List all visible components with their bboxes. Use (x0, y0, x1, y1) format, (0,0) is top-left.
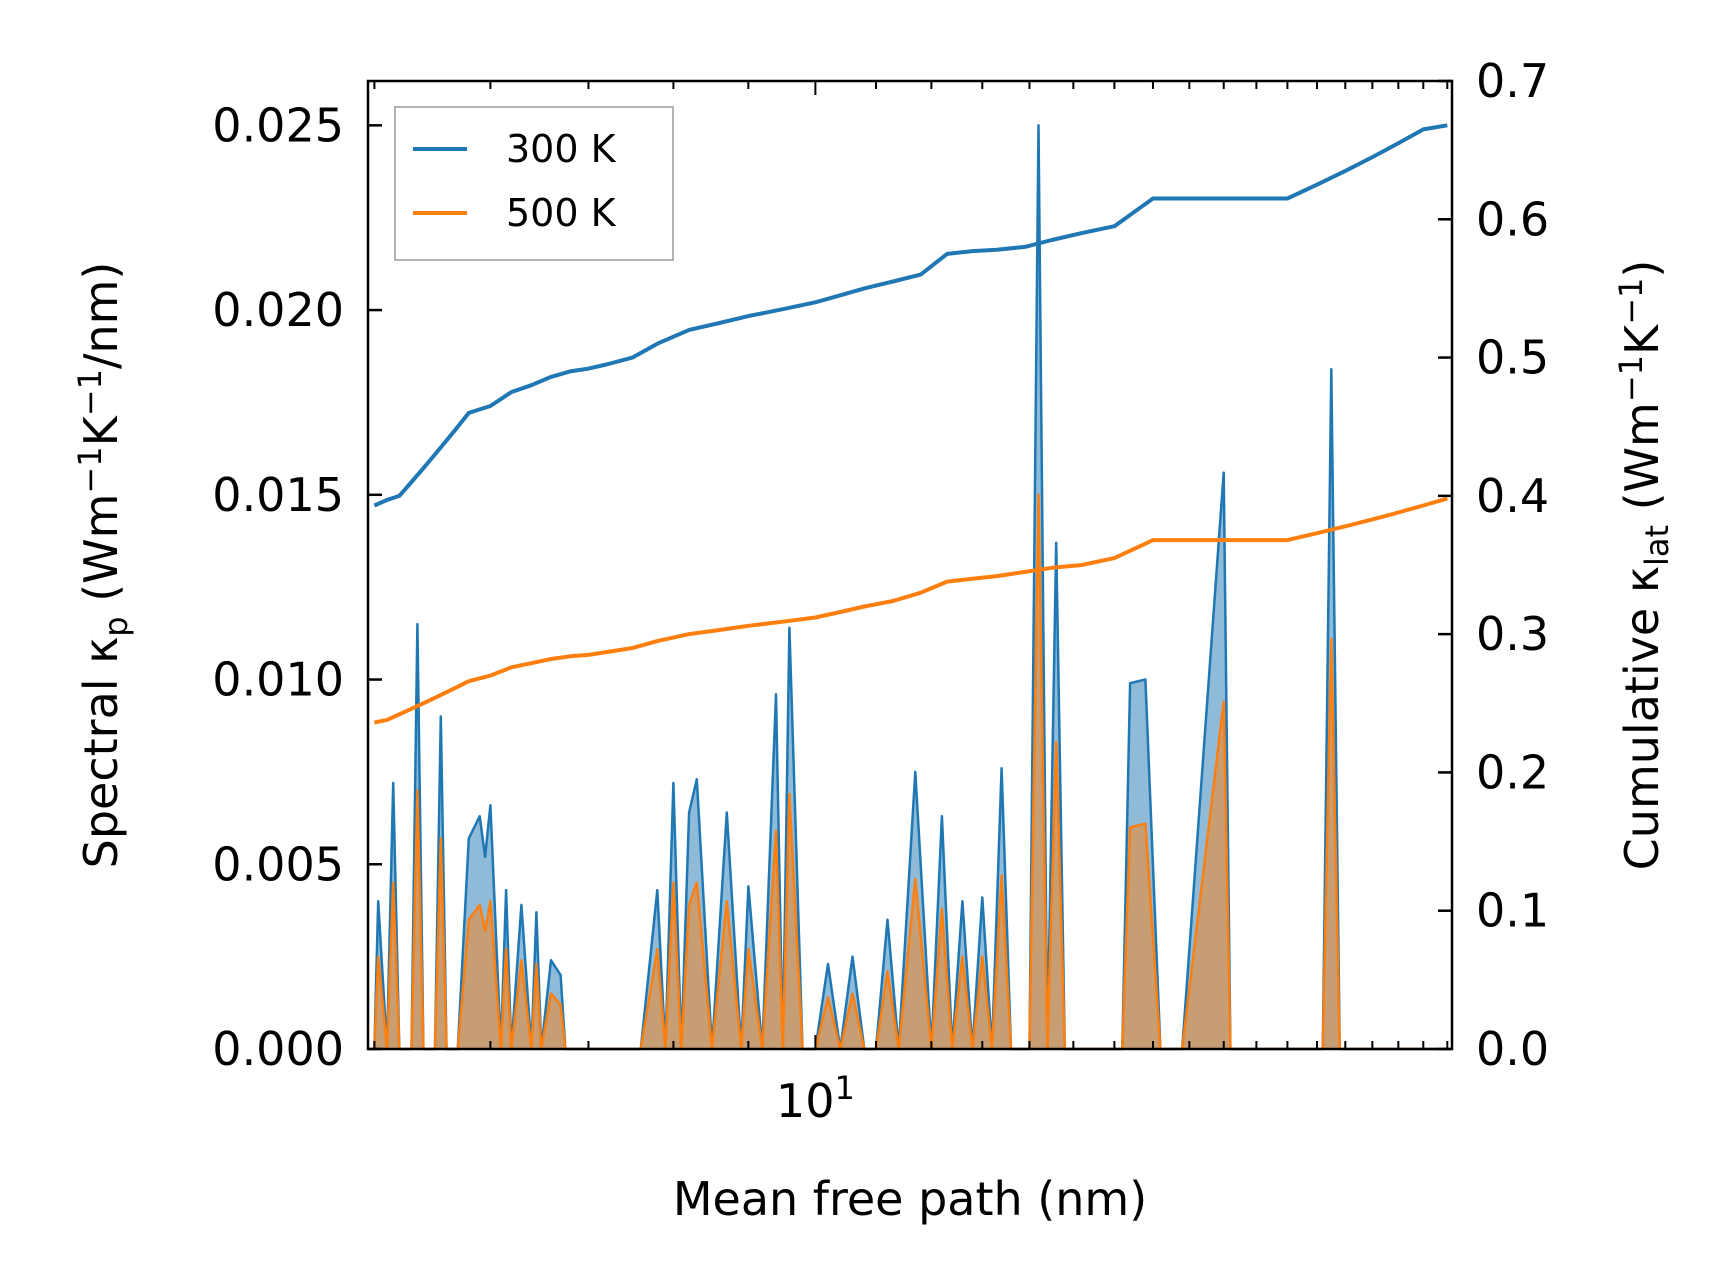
y-left-tick-label: 0.025 (212, 98, 344, 152)
y-right-tick-label: 0.4 (1476, 469, 1549, 523)
y-left-tick-label: 0.010 (212, 653, 344, 707)
spectral-area-500-k-spectral (374, 494, 1448, 1049)
x-tick-label: 101 (776, 1069, 855, 1128)
y-left-tick-label: 0.005 (212, 837, 344, 891)
plot-frame (366, 79, 1454, 1051)
legend-label-500k: 500 K (506, 191, 617, 235)
y-left-tick-label: 0.015 (212, 468, 344, 522)
cumulative-line-300-k (373, 123, 1448, 508)
y-left-tick-label: 0.000 (212, 1022, 344, 1076)
ticks-layer: 0.000 0.005 0.010 0.015 0.020 0.025 0.0 0.1 0.2 0… (212, 54, 1549, 1128)
y-right-tick-label: 0.1 (1476, 884, 1549, 938)
y-right-tick-label: 0.3 (1476, 607, 1549, 661)
cumulative-line-500-k (373, 496, 1448, 725)
y-right-tick-label: 0.2 (1476, 745, 1549, 799)
y-right-tick-label: 0.0 (1476, 1022, 1549, 1076)
x-axis-title: Mean free path (nm) (673, 1172, 1147, 1226)
y-left-tick-label: 0.020 (212, 283, 344, 337)
y-right-tick-label: 0.5 (1476, 331, 1549, 385)
legend-label-300k: 300 K (506, 127, 617, 171)
y-axis-left-title: Spectral κp (Wm−1K−1/nm) (71, 262, 135, 869)
legend: 300 K 500 K (394, 106, 674, 261)
y-right-tick-label: 0.7 (1476, 54, 1549, 108)
y-axis-right-title: Cumulative κlat (Wm−1K−1) (1612, 260, 1676, 871)
legend-box (394, 106, 674, 261)
cumulative-layer (373, 123, 1448, 725)
y-right-tick-label: 0.6 (1476, 192, 1549, 246)
